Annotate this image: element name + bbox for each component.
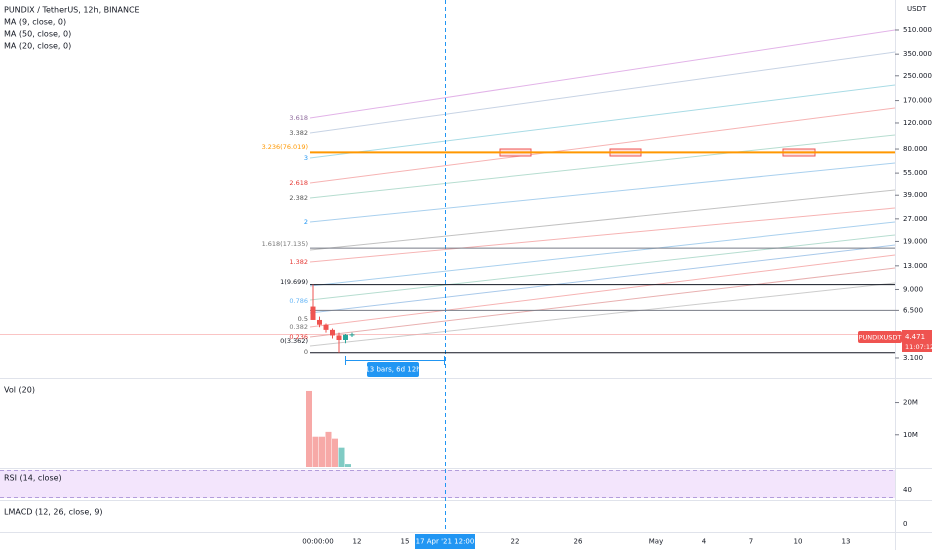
fan-line — [309, 254, 896, 328]
price-tick-label: 6.500 — [903, 306, 923, 314]
fan-line — [309, 282, 896, 347]
fib-fan — [309, 29, 896, 347]
price-tick-label: 3.100 — [903, 354, 923, 362]
time-label: May — [649, 538, 663, 546]
fib-label: 0(3.362) — [280, 337, 308, 345]
candle-body — [323, 324, 329, 330]
fan-line — [309, 51, 896, 134]
fan-line — [309, 207, 896, 263]
indicator-label[interactable]: MA (9, close, 0) — [4, 18, 66, 27]
price-tick-label: 170.000 — [903, 97, 932, 105]
fib-label: 1(9.699) — [280, 278, 308, 286]
candle-body — [330, 329, 335, 336]
time-label: 15 — [401, 538, 410, 546]
fan-line — [309, 244, 896, 314]
volume-title[interactable]: Vol (20) — [4, 386, 35, 395]
candle-body — [310, 306, 316, 320]
fib-label: 0 — [304, 348, 308, 356]
indicator-label[interactable]: MA (50, close, 0) — [4, 30, 71, 39]
volume-bar — [312, 436, 319, 467]
price-tag — [902, 330, 932, 352]
price-tick-label: 250.000 — [903, 72, 932, 80]
rsi-tick: 40 — [903, 486, 912, 494]
indicator-label[interactable]: MA (20, close, 0) — [4, 42, 71, 51]
countdown: 11:07:12 — [905, 343, 932, 351]
fib-label: 2.382 — [289, 194, 308, 202]
price-tick-label: 120.000 — [903, 119, 932, 127]
fan-line — [309, 234, 896, 301]
volume-bar — [345, 464, 351, 467]
rsi-title[interactable]: RSI (14, close) — [4, 474, 62, 483]
measure-box — [367, 362, 419, 377]
fan-line — [309, 84, 896, 159]
price-tick-label: 80.000 — [903, 145, 928, 153]
volume-bar — [332, 438, 338, 467]
time-label: 4 — [702, 538, 707, 546]
fan-line — [309, 107, 896, 184]
fan-line — [309, 29, 896, 119]
time-label: 12 — [353, 538, 362, 546]
fib-label: 0.786 — [289, 297, 308, 305]
fib-label: 0.382 — [289, 323, 308, 331]
candle-body — [317, 319, 322, 325]
time-label: 22 — [511, 538, 520, 546]
symbol-title[interactable]: PUNDIX / TetherUS, 12h, BINANCE — [4, 6, 140, 15]
fan-line — [309, 221, 896, 287]
price-unit: USDT — [907, 5, 927, 13]
rsi-band — [0, 470, 895, 498]
fib-label: 1.382 — [289, 258, 308, 266]
candle-body — [343, 334, 348, 340]
price-tick-label: 9.000 — [903, 285, 923, 293]
fib-label: 3.382 — [289, 129, 308, 137]
measure-label: 13 bars, 6d 12h — [365, 366, 420, 374]
time-label: 00:00:00 — [302, 538, 333, 546]
symbol-tag-text: PUNDIXUSDT — [859, 334, 902, 342]
volume-bar — [338, 447, 345, 467]
price-tick-label: 510.000 — [903, 26, 932, 34]
fan-line — [309, 189, 896, 251]
time-label: 7 — [749, 538, 753, 546]
volume-bar — [319, 436, 325, 467]
fan-line — [309, 162, 896, 223]
crosshair-time: 17 Apr '21 12:00 — [416, 538, 475, 546]
fib-label: 3.618 — [289, 114, 308, 122]
fib-label: 0.5 — [298, 315, 308, 323]
crosshair-time-box — [415, 534, 475, 549]
price-tick-label: 39.000 — [903, 191, 928, 199]
price-tick-label: 13.000 — [903, 262, 928, 270]
lmacd-title[interactable]: LMACD (12, 26, close, 9) — [4, 508, 103, 517]
price-tick-label: 350.000 — [903, 50, 932, 58]
price-tick-label: 27.000 — [903, 215, 928, 223]
volume-tick-label: 20M — [903, 399, 918, 407]
fan-line — [309, 267, 896, 338]
lmacd-tick: 0 — [903, 520, 907, 528]
volume-tick-label: 10M — [903, 431, 918, 439]
fib-label: 3 — [304, 154, 308, 162]
fib-label: 3.236(76.019) — [262, 143, 308, 151]
fib-label: 2.618 — [289, 179, 308, 187]
time-label: 10 — [794, 538, 803, 546]
fib-label: 0.236 — [289, 333, 308, 341]
fib-label: 2 — [304, 218, 308, 226]
time-label: 13 — [842, 538, 851, 546]
symbol-tag — [858, 331, 902, 343]
last-price: 4.471 — [905, 333, 925, 341]
fib-label: 1.618(17.135) — [262, 240, 308, 248]
price-tick-label: 19.000 — [903, 237, 928, 245]
volume-bar — [306, 390, 312, 467]
price-tick-label: 55.000 — [903, 169, 928, 177]
candle-body — [349, 334, 355, 336]
volume-bar — [325, 431, 332, 467]
time-label: 26 — [574, 538, 583, 546]
fan-line — [309, 134, 896, 199]
candle-body — [336, 335, 342, 340]
